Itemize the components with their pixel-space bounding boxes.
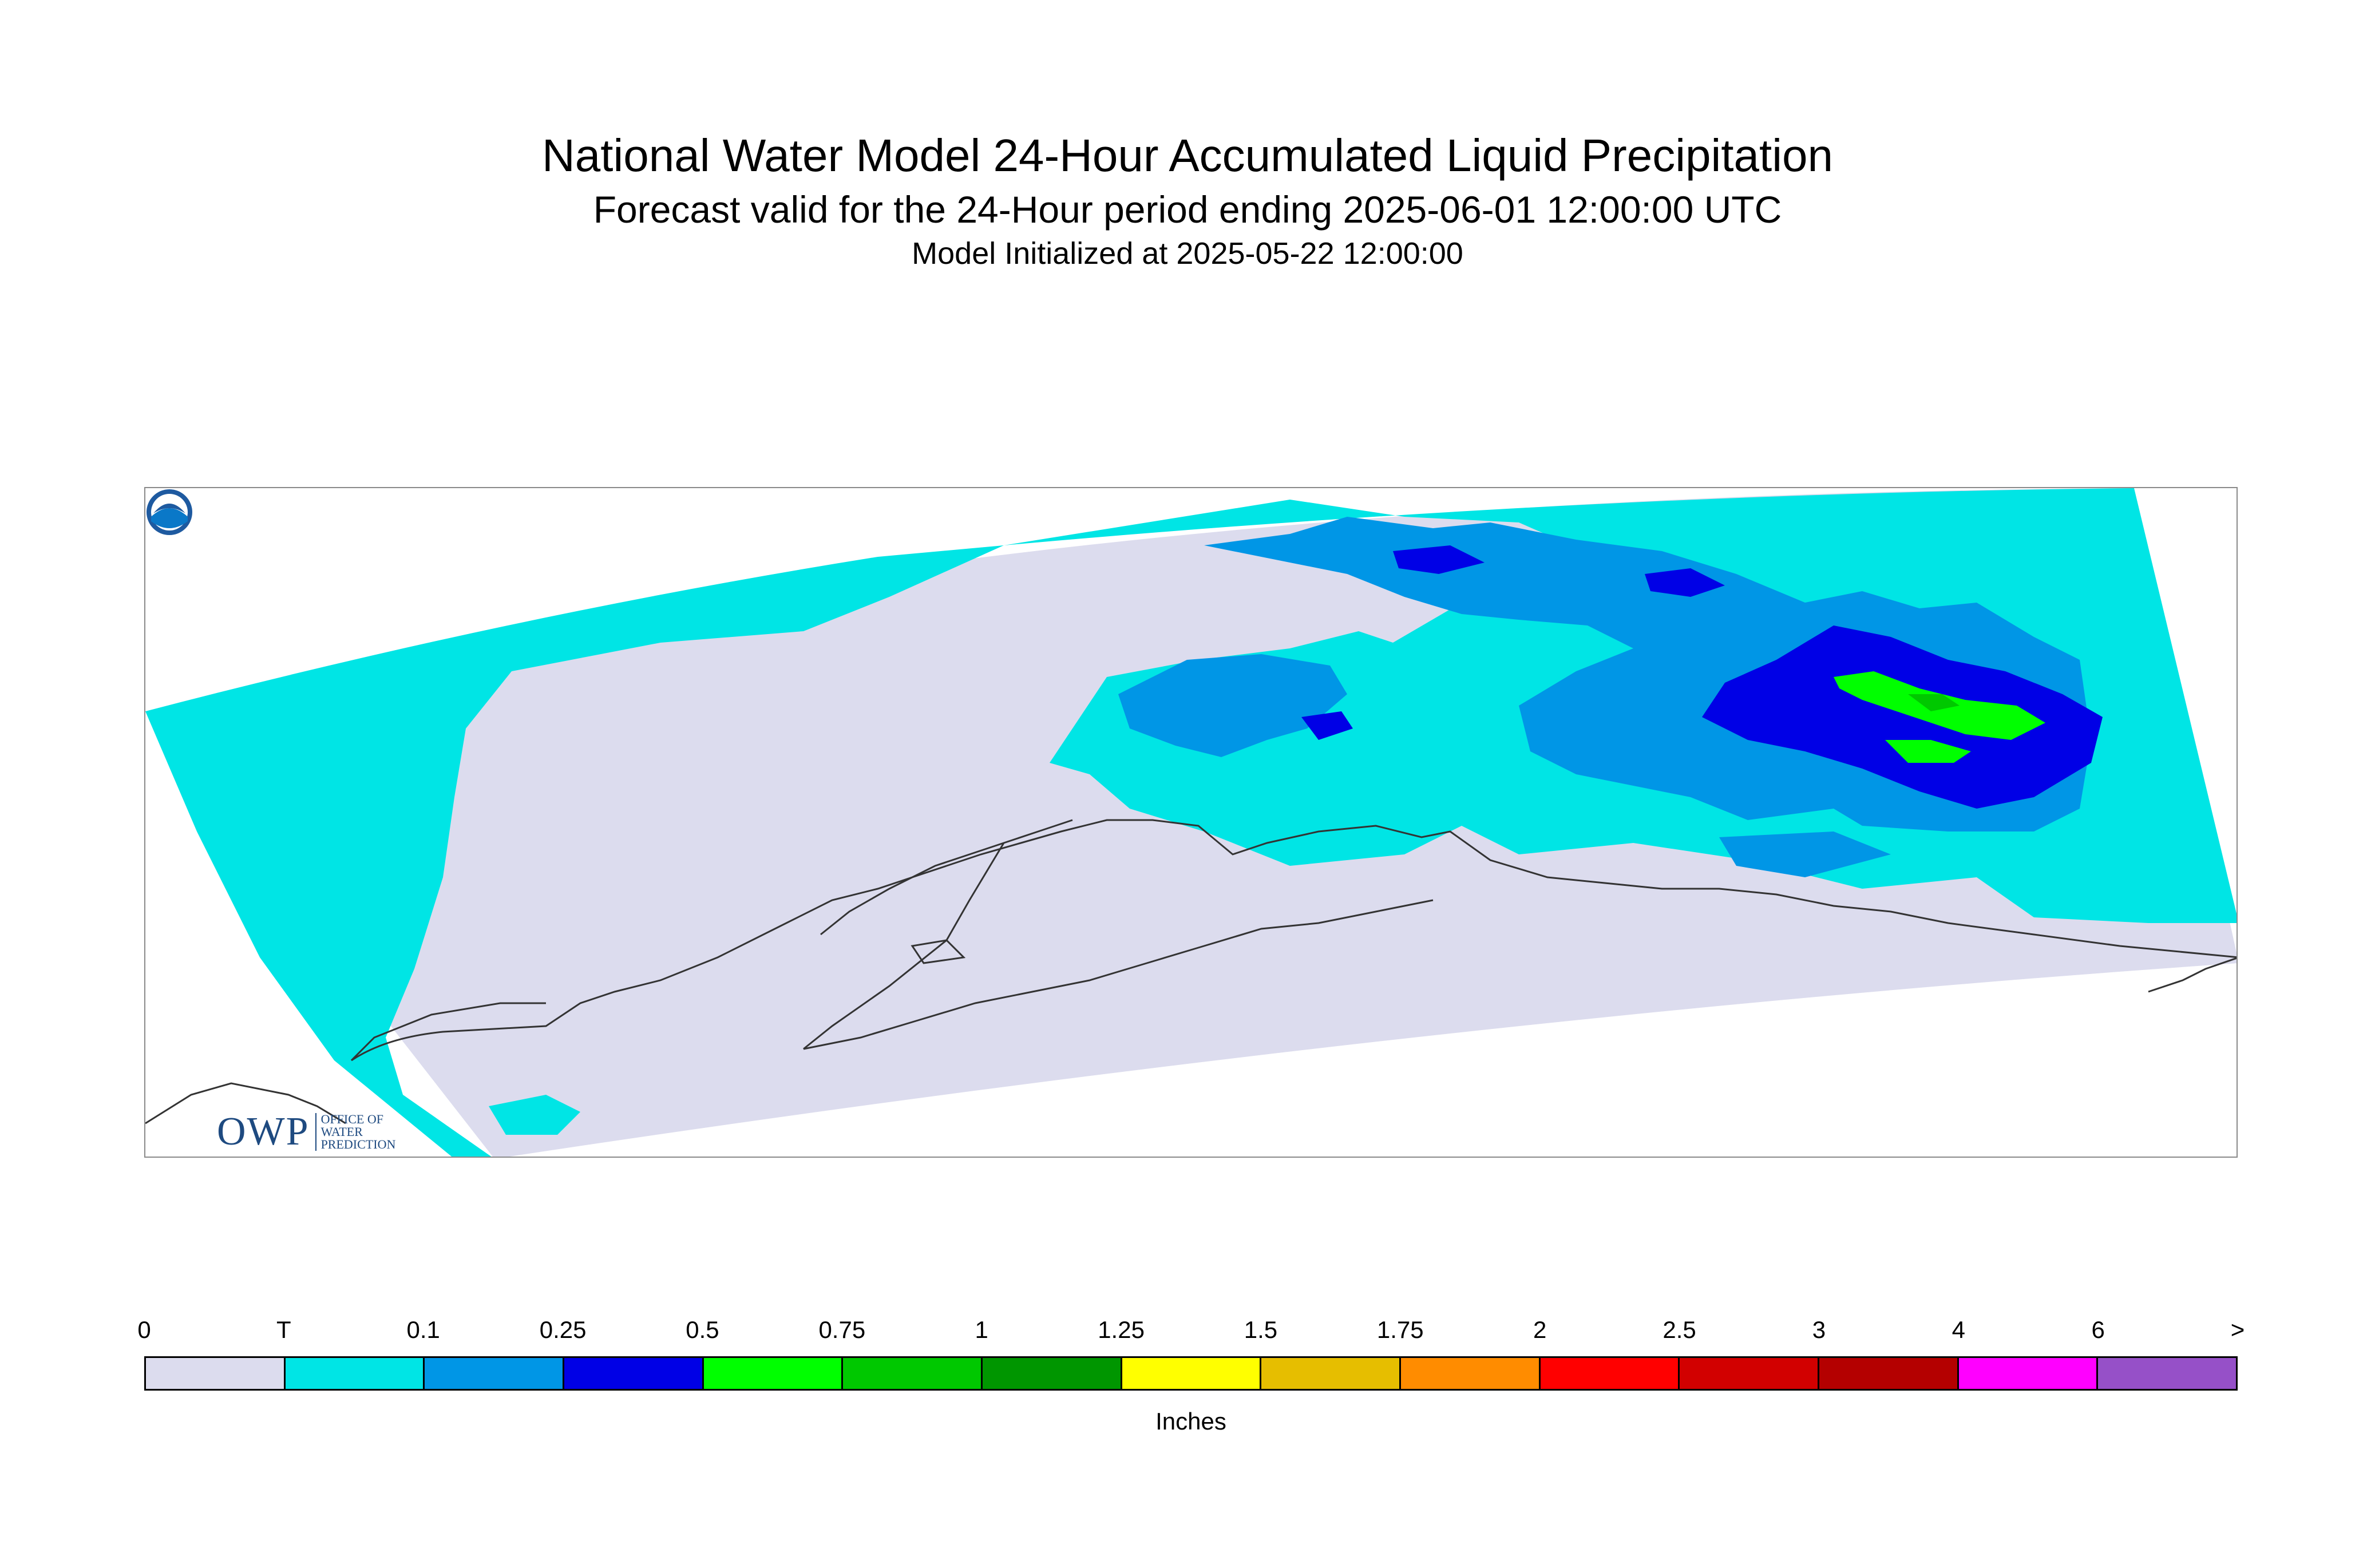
coastline-peninsula xyxy=(820,819,1073,936)
precip-heavy-south xyxy=(1885,740,1971,763)
precip-light-central xyxy=(1118,654,1347,757)
legend-swatch xyxy=(1958,1358,2099,1389)
precipitation-legend: 0 T 0.1 0.25 0.5 0.75 1 1.25 1.5 1.75 2 2.5 3 4 6 > Inc… xyxy=(137,1316,2245,1435)
legend-swatch xyxy=(564,1358,704,1389)
legend-swatch xyxy=(1819,1358,1959,1389)
coastline-west xyxy=(350,1002,546,1062)
chart-subtitle: Forecast valid for the 24-Hour period en… xyxy=(593,188,1782,231)
precip-light-southeast xyxy=(1719,831,1891,877)
legend-swatch xyxy=(1401,1358,1541,1389)
legend-tick-label: 4 xyxy=(1952,1316,1965,1343)
owp-logo-line: OFFICE OF xyxy=(320,1112,383,1126)
coastline-island xyxy=(911,939,966,964)
coastline-east-lower xyxy=(2148,957,2237,993)
legend-swatch xyxy=(2098,1358,2237,1389)
legend-tick-label: 2.5 xyxy=(1662,1316,1696,1343)
precip-moderate-central xyxy=(1301,711,1353,740)
legend-swatch xyxy=(1122,1358,1262,1389)
model-init-line: Model Initialized at 2025-05-22 12:00:00 xyxy=(912,236,1463,271)
legend-swatch xyxy=(983,1358,1122,1389)
precip-trace-south-blob xyxy=(489,1095,580,1135)
legend-tick-label: 1.75 xyxy=(1376,1316,1424,1343)
precip-trace-west-blob xyxy=(288,940,334,986)
legend-tick-label: 3 xyxy=(1812,1316,1826,1343)
precipitation-map: OWP OFFICE OF WATER PREDICTION xyxy=(144,487,2238,1158)
legend-swatch xyxy=(703,1358,844,1389)
precip-moderate-north xyxy=(1393,545,1485,574)
legend-swatch xyxy=(843,1358,983,1389)
legend-swatch xyxy=(285,1358,425,1389)
legend-swatch xyxy=(1540,1358,1680,1389)
owp-logo-line: PREDICTION xyxy=(320,1137,396,1151)
owp-logo: OWP OFFICE OF WATER PREDICTION xyxy=(217,1109,395,1155)
coastline-southwest xyxy=(145,1082,346,1124)
legend-tick-label: 2 xyxy=(1533,1316,1547,1343)
legend-tick-label: 0.25 xyxy=(539,1316,587,1343)
legend-swatch xyxy=(1261,1358,1402,1389)
precip-moderate-north-2 xyxy=(1645,568,1725,597)
owp-logo-mark: OWP xyxy=(217,1110,310,1154)
precip-heavier-core xyxy=(1908,694,1960,711)
noaa-logo xyxy=(147,489,192,535)
legend-tick-label: 0 xyxy=(137,1316,151,1343)
legend-tick-label: 0.5 xyxy=(686,1316,719,1343)
legend-swatch xyxy=(146,1358,286,1389)
coastline-group xyxy=(145,819,2237,1124)
owp-logo-subtext: OFFICE OF WATER PREDICTION xyxy=(315,1112,396,1151)
legend-units: Inches xyxy=(1155,1408,1226,1435)
legend-tick-label: > xyxy=(2230,1316,2245,1343)
map-canvas xyxy=(145,488,2237,1157)
coastline-south xyxy=(803,899,1434,1050)
legend-tick-label: 1.25 xyxy=(1098,1316,1145,1343)
legend-colorbar xyxy=(144,1356,2238,1391)
legend-tick-label: T xyxy=(276,1316,291,1343)
legend-swatch xyxy=(1680,1358,1820,1389)
precip-moderate-east xyxy=(1702,625,2103,809)
legend-tick-label: 1 xyxy=(975,1316,988,1343)
chart-title: National Water Model 24-Hour Accumulated… xyxy=(542,130,1833,181)
owp-logo-line: WATER xyxy=(320,1124,363,1139)
legend-tick-label: 0.1 xyxy=(406,1316,440,1343)
legend-tick-label: 0.75 xyxy=(818,1316,866,1343)
legend-tick-label: 1.5 xyxy=(1244,1316,1278,1343)
legend-swatch xyxy=(425,1358,565,1389)
coastline-inlet xyxy=(803,842,1005,1050)
legend-tick-label: 6 xyxy=(2091,1316,2105,1343)
precip-trace-west xyxy=(145,545,1004,1157)
